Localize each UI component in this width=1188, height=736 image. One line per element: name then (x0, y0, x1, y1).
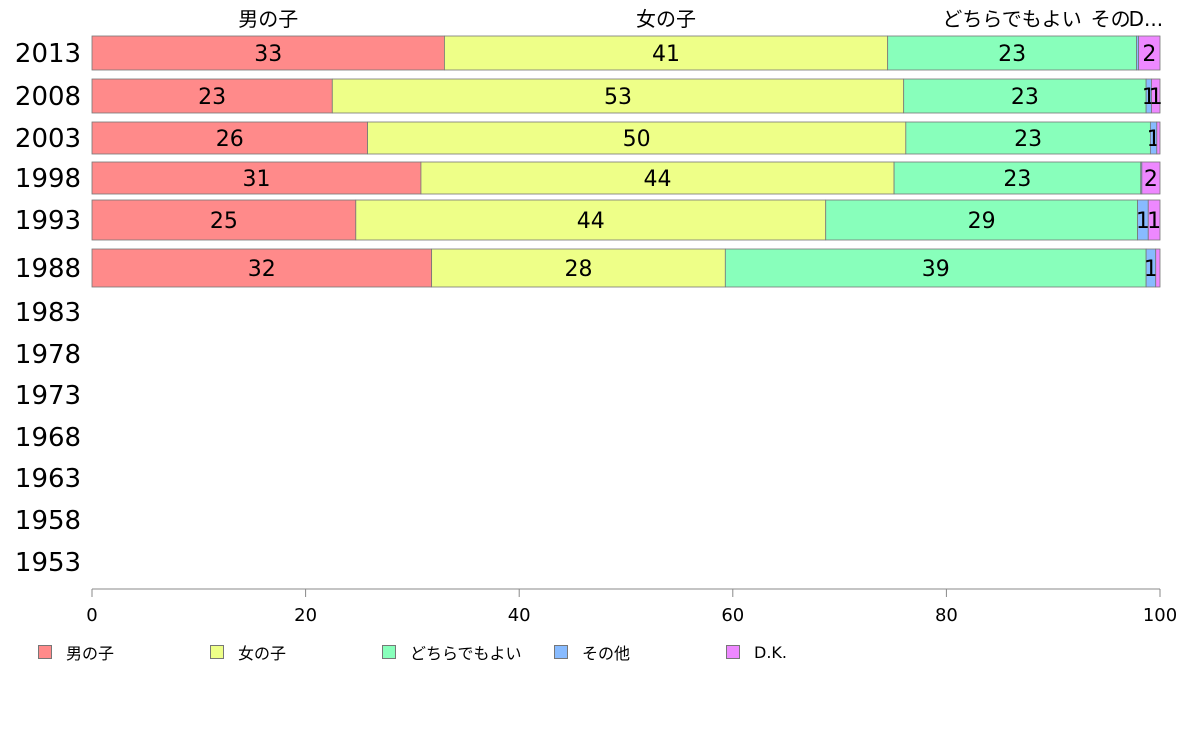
legend-label-dk: D.K. (754, 642, 787, 662)
x-tick-label-80: 80 (935, 605, 958, 626)
top-label-series-4: D... (1129, 7, 1163, 31)
bar-2008-series-0 (91, 78, 333, 114)
x-tick-label-20: 20 (294, 605, 317, 626)
data-label-1993-series-4: 1 (1147, 209, 1161, 234)
bar-1988-series-0 (91, 248, 433, 288)
legend-swatch-other (554, 645, 568, 659)
bar-1998-series-1 (420, 161, 895, 195)
bar-2013-series-1 (444, 35, 889, 71)
data-label-1993-series-2: 29 (968, 209, 996, 234)
legend-item-girl: 女の子 (210, 640, 382, 664)
legend-item-either: どちらでもよい (382, 640, 554, 664)
data-label-2013-series-1: 41 (652, 42, 680, 67)
category-label-1958: 1958 (15, 506, 81, 536)
legend-swatch-boy (38, 645, 52, 659)
bar-1998-series-0 (91, 161, 422, 195)
category-label-1968: 1968 (15, 423, 81, 453)
data-label-1998-series-0: 31 (242, 167, 270, 192)
top-label-series-3: その (1091, 7, 1131, 31)
bar-2003-series-2 (905, 121, 1151, 155)
top-label-series-0: 男の子 (238, 7, 298, 31)
data-label-1993-series-3: 1 (1136, 209, 1150, 234)
bar-2003-series-4 (1156, 121, 1161, 155)
data-label-2013-series-2: 23 (998, 42, 1026, 67)
legend-swatch-either (382, 645, 396, 659)
category-label-1973: 1973 (15, 381, 81, 411)
category-label-1963: 1963 (15, 464, 81, 494)
data-label-2008-series-1: 53 (604, 85, 632, 110)
bar-1993-series-1 (355, 199, 827, 241)
category-label-1993: 1993 (15, 206, 81, 236)
data-label-1988-series-3: 1 (1144, 257, 1158, 282)
category-label-1998: 1998 (15, 164, 81, 194)
x-tick-label-40: 40 (508, 605, 531, 626)
legend-label-boy: 男の子 (66, 644, 115, 663)
data-label-2008-series-2: 23 (1011, 85, 1039, 110)
x-tick-label-0: 0 (86, 605, 97, 626)
bar-2003-series-0 (91, 121, 368, 155)
data-label-2008-series-4: 1 (1149, 85, 1163, 110)
legend-item-boy: 男の子 (38, 640, 210, 664)
legend-swatch-dk (726, 645, 740, 659)
category-label-1983: 1983 (15, 298, 81, 328)
bar-1988-series-2 (724, 248, 1147, 288)
category-label-2013: 2013 (15, 39, 81, 69)
bar-1993-series-0 (91, 199, 357, 241)
legend-label-other: その他 (582, 644, 631, 663)
bar-1988-series-1 (431, 248, 726, 288)
bar-2013-series-0 (91, 35, 445, 71)
bar-2008-series-4 (1151, 78, 1161, 114)
bar-1993-series-4 (1147, 199, 1161, 241)
data-label-1988-series-2: 39 (922, 257, 950, 282)
category-label-2008: 2008 (15, 82, 81, 112)
legend-label-girl: 女の子 (238, 644, 287, 663)
top-label-series-1: 女の子 (636, 7, 696, 31)
bar-1993-series-2 (825, 199, 1138, 241)
data-label-2013-series-4: 2 (1142, 42, 1156, 67)
data-label-2003-series-1: 50 (623, 127, 651, 152)
data-label-1988-series-1: 28 (564, 257, 592, 282)
data-label-1993-series-1: 44 (577, 209, 605, 234)
legend-swatch-girl (210, 645, 224, 659)
bar-1988-series-4 (1155, 248, 1161, 288)
data-label-2003-series-2: 23 (1014, 127, 1042, 152)
chart-legend: 男の子 女の子 どちらでもよい その他 D.K. (38, 640, 898, 664)
bar-2003-series-1 (367, 121, 907, 155)
bar-2008-series-2 (903, 78, 1147, 114)
data-label-1988-series-0: 32 (248, 257, 276, 282)
data-label-2003-series-0: 26 (216, 127, 244, 152)
data-label-2013-series-0: 33 (254, 42, 282, 67)
x-tick-label-60: 60 (721, 605, 744, 626)
bar-2013-series-2 (887, 35, 1137, 71)
data-label-2008-series-0: 23 (198, 85, 226, 110)
legend-item-other: その他 (554, 640, 726, 664)
x-tick-label-100: 100 (1143, 605, 1177, 626)
data-label-1998-series-4: 2 (1144, 167, 1158, 192)
legend-item-dk: D.K. (726, 640, 898, 664)
top-label-series-2: どちらでもよい (942, 7, 1081, 31)
bar-1998-series-4 (1141, 161, 1161, 195)
data-label-1998-series-1: 44 (644, 167, 672, 192)
bar-2013-series-4 (1138, 35, 1161, 71)
category-label-2003: 2003 (15, 124, 81, 154)
bar-2008-series-1 (331, 78, 905, 114)
data-label-1998-series-2: 23 (1003, 167, 1031, 192)
data-label-1993-series-0: 25 (210, 209, 238, 234)
legend-label-either: どちらでもよい (410, 644, 522, 663)
category-label-1978: 1978 (15, 340, 81, 370)
category-label-1988: 1988 (15, 254, 81, 284)
category-label-1953: 1953 (15, 548, 81, 578)
